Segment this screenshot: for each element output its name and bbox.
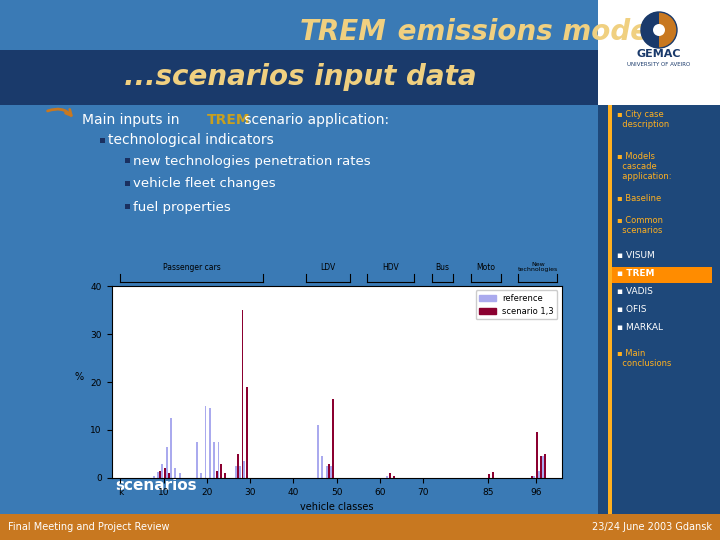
Bar [488,474,490,478]
Text: GEMAC: GEMAC [636,49,681,59]
Bar [196,442,198,478]
Bar [153,476,155,478]
Bar [608,105,612,515]
Bar [237,454,239,478]
Bar [598,105,720,515]
Bar [174,468,176,478]
Bar [536,433,538,478]
Circle shape [641,12,677,48]
Bar [159,471,161,478]
Text: Final Meeting and Project Review: Final Meeting and Project Review [8,522,169,532]
Text: scenarios: scenarios [115,477,197,492]
Bar [125,158,130,163]
Bar [179,473,181,478]
Bar [215,471,217,478]
Text: vehicle fleet changes: vehicle fleet changes [133,178,276,191]
Bar [213,442,215,478]
Text: ▪ VISUM: ▪ VISUM [617,251,654,260]
Bar [204,406,207,478]
Bar [220,463,222,478]
Text: ▪ City case: ▪ City case [617,110,664,119]
Text: Passenger cars: Passenger cars [163,264,220,272]
Bar [0,514,720,540]
Text: ▪ Baseline: ▪ Baseline [617,194,661,203]
Bar [325,466,328,478]
Bar [243,461,246,478]
Bar [0,50,600,105]
Bar [125,204,130,209]
Bar [542,456,544,478]
Bar [328,463,330,478]
Bar [492,472,495,478]
Text: Main inputs in: Main inputs in [82,113,184,127]
Circle shape [653,24,665,36]
Text: technological indicators: technological indicators [108,133,274,147]
Text: UNIVERSITY OF AVEIRO: UNIVERSITY OF AVEIRO [627,62,690,66]
Bar [224,473,226,478]
Text: scenario application:: scenario application: [240,113,389,127]
Bar [168,473,170,478]
Bar [209,408,211,478]
X-axis label: vehicle classes: vehicle classes [300,502,374,512]
Bar [163,468,166,478]
Bar [389,473,390,478]
Text: TREM: TREM [207,113,251,127]
Bar [125,181,130,186]
Text: 23/24 June 2003 Gdansk: 23/24 June 2003 Gdansk [592,522,712,532]
Text: application:: application: [617,172,672,181]
Text: TREM: TREM [300,18,387,46]
Bar [330,466,332,478]
Text: scenarios: scenarios [617,226,662,235]
Bar [241,310,243,478]
Legend: reference, scenario 1,3: reference, scenario 1,3 [476,291,557,319]
Text: ▪ Models: ▪ Models [617,152,655,161]
Text: Fleet composition for different: Fleet composition for different [140,461,409,476]
Bar [246,387,248,478]
Bar [531,476,534,478]
Bar [534,476,535,478]
Bar [235,466,237,478]
Text: ▪ OFIS: ▪ OFIS [617,305,647,314]
Bar [612,267,712,283]
Text: emissions model: emissions model [388,18,659,46]
Text: Moto: Moto [477,264,495,272]
Bar [393,476,395,478]
Text: ▪ Common: ▪ Common [617,216,663,225]
Bar [321,456,323,478]
Bar [100,138,105,143]
Text: HDV: HDV [382,264,399,272]
Bar [166,447,168,478]
Bar [161,463,163,478]
Bar [239,466,241,478]
Bar [170,418,172,478]
Text: cascade: cascade [617,162,657,171]
Bar [200,473,202,478]
Text: ▪ MARKAL: ▪ MARKAL [617,323,663,332]
Text: Ex.: Ex. [115,461,141,476]
Bar [386,476,388,478]
Bar [598,0,720,105]
Bar [538,471,540,478]
Text: New
technologies: New technologies [518,261,558,272]
Text: ▪ VADIS: ▪ VADIS [617,287,653,296]
Wedge shape [641,12,659,48]
Text: ▪ Main: ▪ Main [617,349,645,358]
Bar [544,454,546,478]
Bar [217,442,220,478]
Y-axis label: %: % [75,372,84,382]
Text: ...scenarios input data: ...scenarios input data [124,63,477,91]
Text: LDV: LDV [320,264,336,272]
Text: conclusions: conclusions [617,359,671,368]
Text: Bus: Bus [436,264,449,272]
Text: fuel properties: fuel properties [133,200,230,213]
Text: ▪ TREM: ▪ TREM [617,269,654,278]
Bar [540,456,542,478]
Bar [157,472,159,478]
Text: description: description [617,120,670,129]
Bar [317,425,319,478]
Bar [333,399,334,478]
Text: new technologies penetration rates: new technologies penetration rates [133,154,371,167]
